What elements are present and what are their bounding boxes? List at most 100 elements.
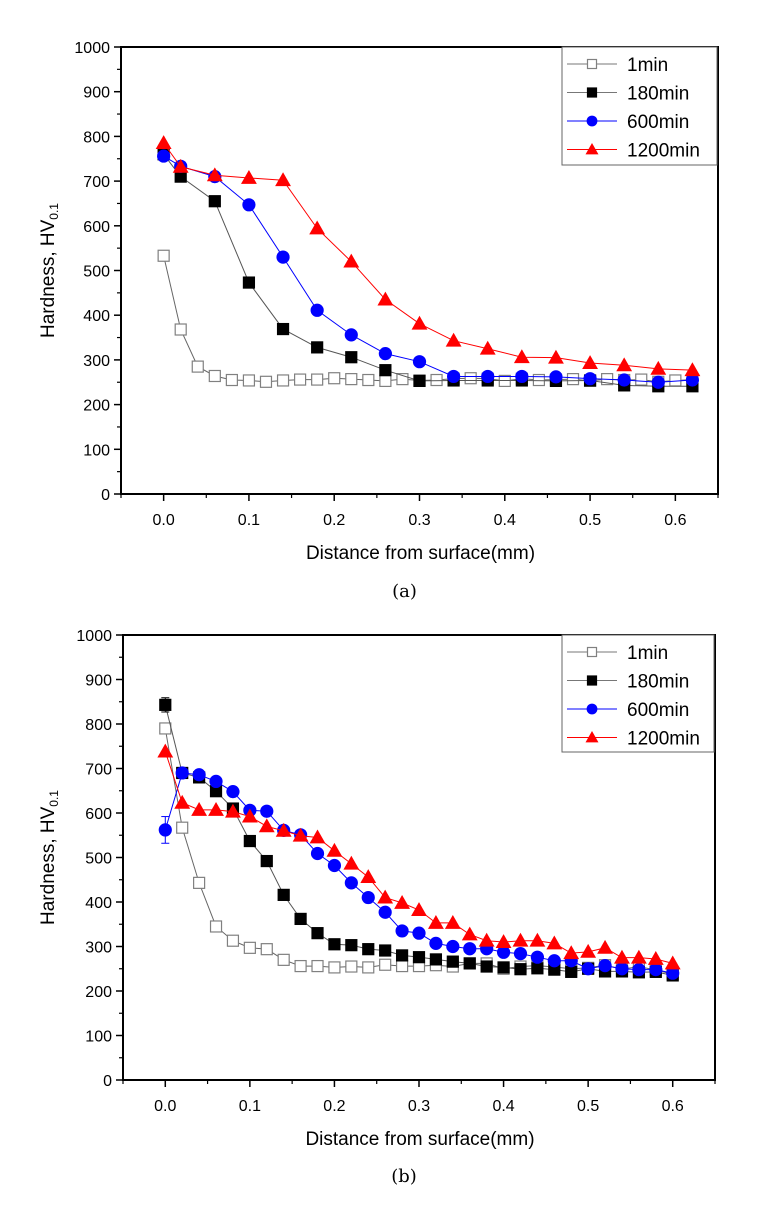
data-point xyxy=(159,722,172,735)
data-point xyxy=(311,959,324,973)
data-point xyxy=(548,349,564,364)
data-point xyxy=(617,373,631,387)
y-tick-label: 0 xyxy=(103,1073,112,1090)
y-tick-label: 400 xyxy=(85,895,112,912)
data-point xyxy=(649,963,663,977)
series-line xyxy=(163,255,693,383)
legend-label: 180min xyxy=(627,672,689,693)
data-point xyxy=(158,823,172,837)
y-tick-label: 700 xyxy=(83,174,110,191)
data-point xyxy=(447,369,461,384)
y-tick-label: 900 xyxy=(83,85,110,102)
x-tick-label: 0.5 xyxy=(577,1098,599,1115)
x-tick-label: 0.2 xyxy=(323,512,345,529)
chart-panel-b: 0 100 200 300 400 500 600 700 800 900 1000 0.0 0.1 0.… xyxy=(38,628,716,1187)
data-point xyxy=(225,803,241,818)
data-point xyxy=(344,328,358,342)
data-point xyxy=(650,360,667,375)
legend-marker-open-square xyxy=(586,58,598,70)
data-point xyxy=(444,914,461,929)
data-point xyxy=(309,829,326,844)
data-point xyxy=(394,894,411,909)
data-point xyxy=(226,785,240,799)
series-1200min xyxy=(155,135,701,377)
y-tick-label: 200 xyxy=(85,984,112,1001)
data-point xyxy=(174,794,191,809)
y-tick-label: 0 xyxy=(101,487,110,504)
data-point xyxy=(309,220,326,235)
data-point xyxy=(157,743,174,758)
legend: 1min 180min 600min 1200min xyxy=(561,46,718,166)
data-point xyxy=(581,962,595,976)
data-point xyxy=(616,357,633,372)
y-tick-label: 200 xyxy=(83,398,110,415)
data-point xyxy=(208,195,221,208)
data-point xyxy=(647,951,664,965)
y-tick-label: 700 xyxy=(85,762,112,779)
data-point xyxy=(411,315,428,330)
y-tick-label: 1000 xyxy=(74,40,110,57)
data-point xyxy=(515,369,529,384)
data-point xyxy=(174,323,187,336)
data-point xyxy=(157,249,170,262)
data-point xyxy=(563,945,580,960)
data-point xyxy=(598,959,612,973)
data-point xyxy=(328,372,341,385)
data-point xyxy=(666,966,680,980)
data-point xyxy=(445,332,462,347)
data-point xyxy=(412,926,426,940)
x-tick-label: 0.1 xyxy=(239,1098,261,1115)
y-tick-label: 400 xyxy=(83,308,110,325)
data-point xyxy=(343,253,360,268)
data-point xyxy=(635,373,648,386)
data-point xyxy=(260,854,273,868)
data-point xyxy=(175,766,189,780)
data-point xyxy=(463,957,476,970)
x-tick-label: 0.1 xyxy=(238,512,260,529)
y-axis-title-main: Hardness, HV xyxy=(38,806,59,925)
data-point xyxy=(159,698,172,711)
legend-label: 1min xyxy=(627,55,668,76)
data-point xyxy=(614,949,630,964)
data-point xyxy=(225,373,238,387)
data-point xyxy=(192,768,206,782)
data-point xyxy=(294,959,307,973)
legend-marker-filled-triangle xyxy=(585,143,599,155)
data-point xyxy=(463,942,477,956)
data-point xyxy=(565,965,578,978)
data-point xyxy=(479,340,496,355)
data-point xyxy=(413,374,426,388)
legend-marker-open-square xyxy=(586,646,598,658)
data-point xyxy=(549,370,563,384)
data-point xyxy=(379,944,392,957)
x-tick-label: 0.4 xyxy=(494,512,516,529)
legend-label: 1200min xyxy=(627,729,700,750)
data-point xyxy=(532,373,546,387)
data-point xyxy=(412,951,426,964)
series-1200min xyxy=(157,743,681,970)
y-axis-title-subscript: 0.1 xyxy=(47,203,61,220)
panel-caption: (a) xyxy=(392,581,417,602)
y-tick-label: 100 xyxy=(83,442,110,459)
data-point xyxy=(464,372,477,385)
data-point xyxy=(208,369,221,383)
data-point xyxy=(379,364,392,377)
legend-label: 600min xyxy=(627,700,689,721)
y-axis-title: Hardness, HV0.1 xyxy=(38,790,61,925)
data-point xyxy=(276,322,290,336)
data-point xyxy=(583,372,597,386)
y-tick-label: 800 xyxy=(83,129,110,146)
data-point xyxy=(242,198,256,212)
data-point xyxy=(209,774,223,789)
data-point xyxy=(172,158,189,173)
x-tick-label: 0.5 xyxy=(579,512,601,529)
x-tick-label: 0.0 xyxy=(153,512,175,529)
data-point xyxy=(615,962,629,976)
data-point xyxy=(277,888,290,901)
x-tick-label: 0.0 xyxy=(154,1098,176,1115)
legend-label: 1min xyxy=(627,643,668,664)
data-point xyxy=(241,808,258,823)
data-point xyxy=(360,869,377,884)
x-tick-label: 0.3 xyxy=(408,1098,430,1115)
data-point xyxy=(208,801,224,816)
